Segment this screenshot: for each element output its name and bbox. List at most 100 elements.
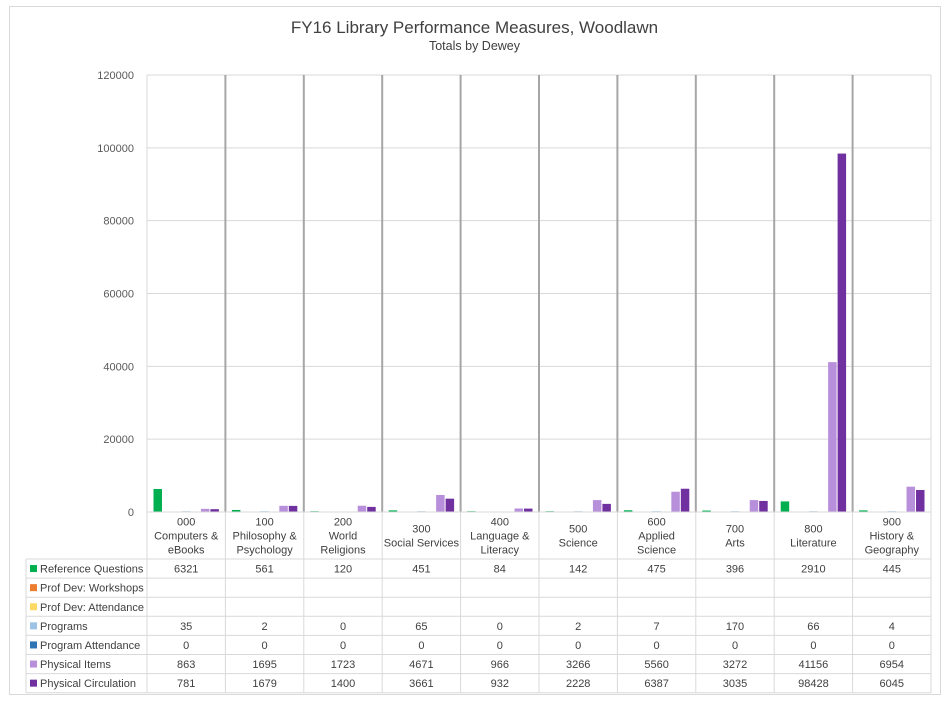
chart-frame (9, 6, 941, 695)
data-value: 6045 (880, 678, 904, 690)
data-value: 4671 (409, 659, 433, 671)
y-tick-label: 80000 (103, 216, 134, 228)
chart-title: FY16 Library Performance Measures, Woodl… (290, 18, 659, 37)
bar (780, 501, 790, 512)
bar (916, 489, 925, 512)
data-value: 120 (334, 564, 352, 576)
bar (231, 509, 241, 512)
data-value: 475 (647, 564, 665, 576)
data-value: 0 (497, 640, 503, 652)
data-value: 170 (726, 621, 744, 633)
data-value: 66 (807, 621, 819, 633)
category-label: 200 World Religions (320, 517, 366, 557)
data-value: 781 (177, 678, 195, 690)
y-tick-label: 120000 (97, 70, 134, 82)
data-value: 0 (340, 640, 346, 652)
series-name: Prof Dev: Workshops (40, 583, 144, 595)
data-value: 396 (726, 564, 744, 576)
data-value: 1400 (331, 678, 355, 690)
category-label: 900 History & Geography (865, 517, 920, 557)
series-name: Program Attendance (40, 640, 140, 652)
data-value: 98428 (798, 678, 829, 690)
data-value: 7 (654, 621, 660, 633)
data-value: 966 (491, 659, 509, 671)
category-label: 000 Computers & eBooks (154, 517, 219, 557)
data-value: 445 (883, 564, 901, 576)
data-value: 0 (262, 640, 268, 652)
data-value: 2 (575, 621, 581, 633)
bar (671, 491, 680, 512)
bar (859, 510, 868, 512)
data-value: 0 (654, 640, 660, 652)
data-value: 3266 (566, 659, 590, 671)
data-value: 0 (418, 640, 424, 652)
data-value: 1723 (331, 659, 355, 671)
series-name: Programs (40, 621, 88, 633)
bar (288, 505, 298, 512)
data-value: 0 (183, 640, 189, 652)
y-tick-label: 100000 (97, 143, 134, 155)
bar (514, 508, 524, 512)
bar (279, 505, 288, 512)
category-label: 700 Arts (725, 524, 745, 550)
category-label: 100 Philosophy & Psychology (232, 517, 297, 557)
legend-key (30, 603, 37, 611)
data-value: 2910 (801, 564, 825, 576)
y-tick-label: 40000 (103, 361, 134, 373)
data-value: 0 (810, 640, 816, 652)
data-value: 142 (569, 564, 587, 576)
data-value: 1695 (252, 659, 276, 671)
y-tick-label: 20000 (103, 434, 134, 446)
bar (828, 362, 837, 512)
series-name: Prof Dev: Attendance (40, 602, 144, 614)
legend-key (30, 565, 37, 573)
data-value: 3661 (409, 678, 433, 690)
data-value: 0 (340, 621, 346, 633)
chart-subtitle: Totals by Dewey (428, 39, 520, 53)
series-name: Physical Circulation (40, 678, 136, 690)
bar (445, 498, 455, 512)
legend-key (30, 641, 37, 649)
data-value: 3272 (723, 659, 747, 671)
bar (436, 494, 445, 512)
bar (357, 505, 367, 512)
bar (524, 508, 533, 512)
data-value: 3035 (723, 678, 747, 690)
y-tick-label: 0 (128, 507, 134, 519)
series-name: Reference Questions (40, 564, 144, 576)
bar (367, 506, 376, 512)
data-value: 4 (889, 621, 895, 633)
y-tick-label: 60000 (103, 289, 134, 301)
legend-key (30, 584, 37, 592)
data-value: 932 (491, 678, 509, 690)
category-label: 300 Social Services (384, 524, 460, 550)
data-value: 6387 (644, 678, 668, 690)
data-value: 35 (180, 621, 192, 633)
data-value: 561 (255, 564, 273, 576)
category-label: 600 Applied Science (637, 517, 676, 557)
data-value: 6954 (880, 659, 904, 671)
data-value: 84 (494, 564, 506, 576)
data-value: 0 (575, 640, 581, 652)
bar (759, 500, 768, 512)
legend-key (30, 660, 37, 668)
data-value: 1679 (252, 678, 276, 690)
legend-key (30, 679, 37, 687)
bar (592, 500, 602, 512)
bar (210, 509, 219, 512)
bar (906, 486, 916, 512)
category-label: 800 Literature (790, 524, 836, 550)
category-label: 400 Language & Literacy (470, 517, 530, 557)
bar (388, 510, 398, 512)
bar (153, 488, 162, 512)
data-value: 5560 (644, 659, 668, 671)
data-value: 0 (497, 621, 503, 633)
bar (200, 508, 210, 512)
data-value: 2 (262, 621, 268, 633)
data-value: 2228 (566, 678, 590, 690)
data-value: 0 (732, 640, 738, 652)
data-value: 41156 (799, 659, 829, 671)
bar (837, 153, 847, 512)
bar (749, 500, 759, 512)
